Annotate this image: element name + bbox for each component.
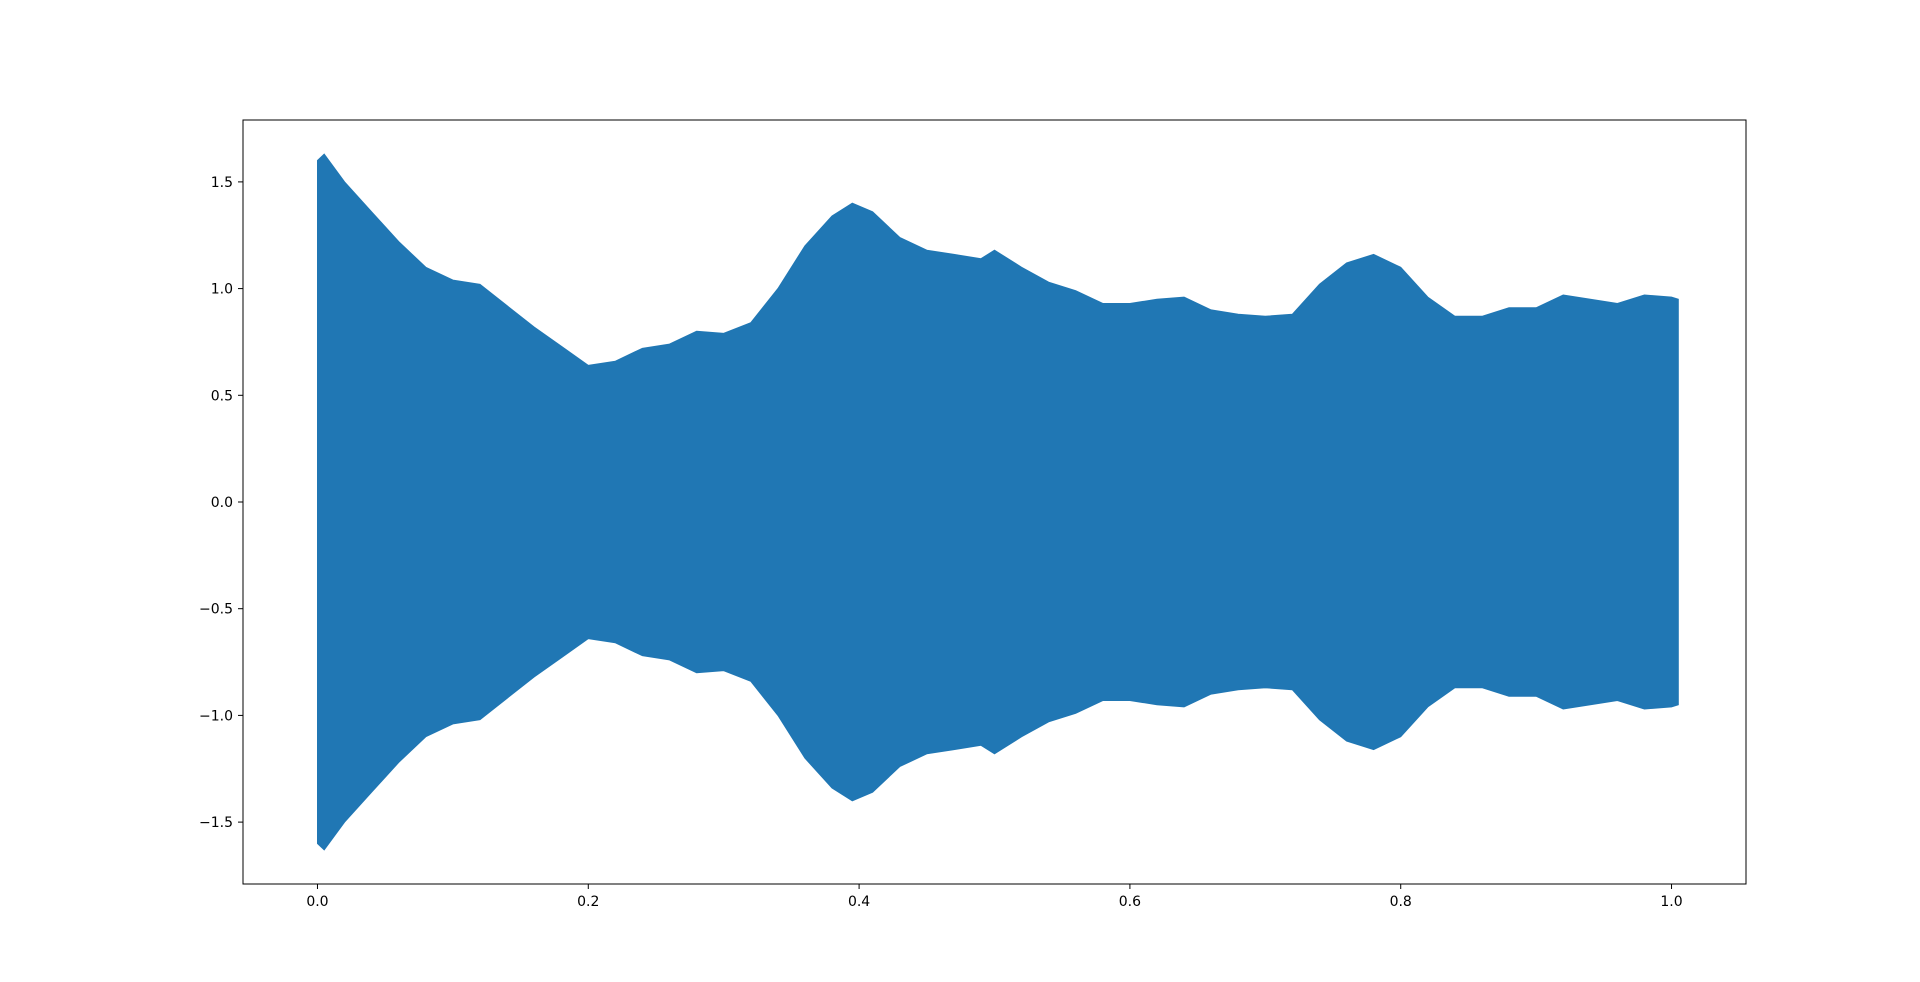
- y-tick-label: −0.5: [199, 602, 233, 618]
- waveform-envelope-0: [317, 153, 1679, 851]
- x-tick-label: 0.0: [306, 894, 328, 910]
- x-tick-label: 0.6: [1119, 894, 1141, 910]
- y-tick-label: 1.5: [211, 175, 233, 191]
- y-tick-label: 1.0: [211, 282, 233, 298]
- y-tick-label: 0.5: [211, 388, 233, 404]
- x-tick-label: 1.0: [1660, 894, 1682, 910]
- x-tick-label: 0.8: [1390, 894, 1412, 910]
- y-axis: 1.5 1.0 0.5 0.0 −0.5 −1.0 −1.5: [199, 175, 243, 831]
- x-tick-label: 0.2: [577, 894, 599, 910]
- plot-area: [317, 153, 1679, 851]
- x-axis: 0.0 0.2 0.4 0.6 0.8 1.0: [306, 884, 1683, 910]
- y-tick-label: −1.5: [199, 815, 233, 831]
- axes-frame: [242, 119, 1747, 885]
- y-tick-label: −1.0: [199, 708, 233, 724]
- y-tick-label: 0.0: [211, 495, 233, 511]
- x-tick-label: 0.4: [848, 894, 870, 910]
